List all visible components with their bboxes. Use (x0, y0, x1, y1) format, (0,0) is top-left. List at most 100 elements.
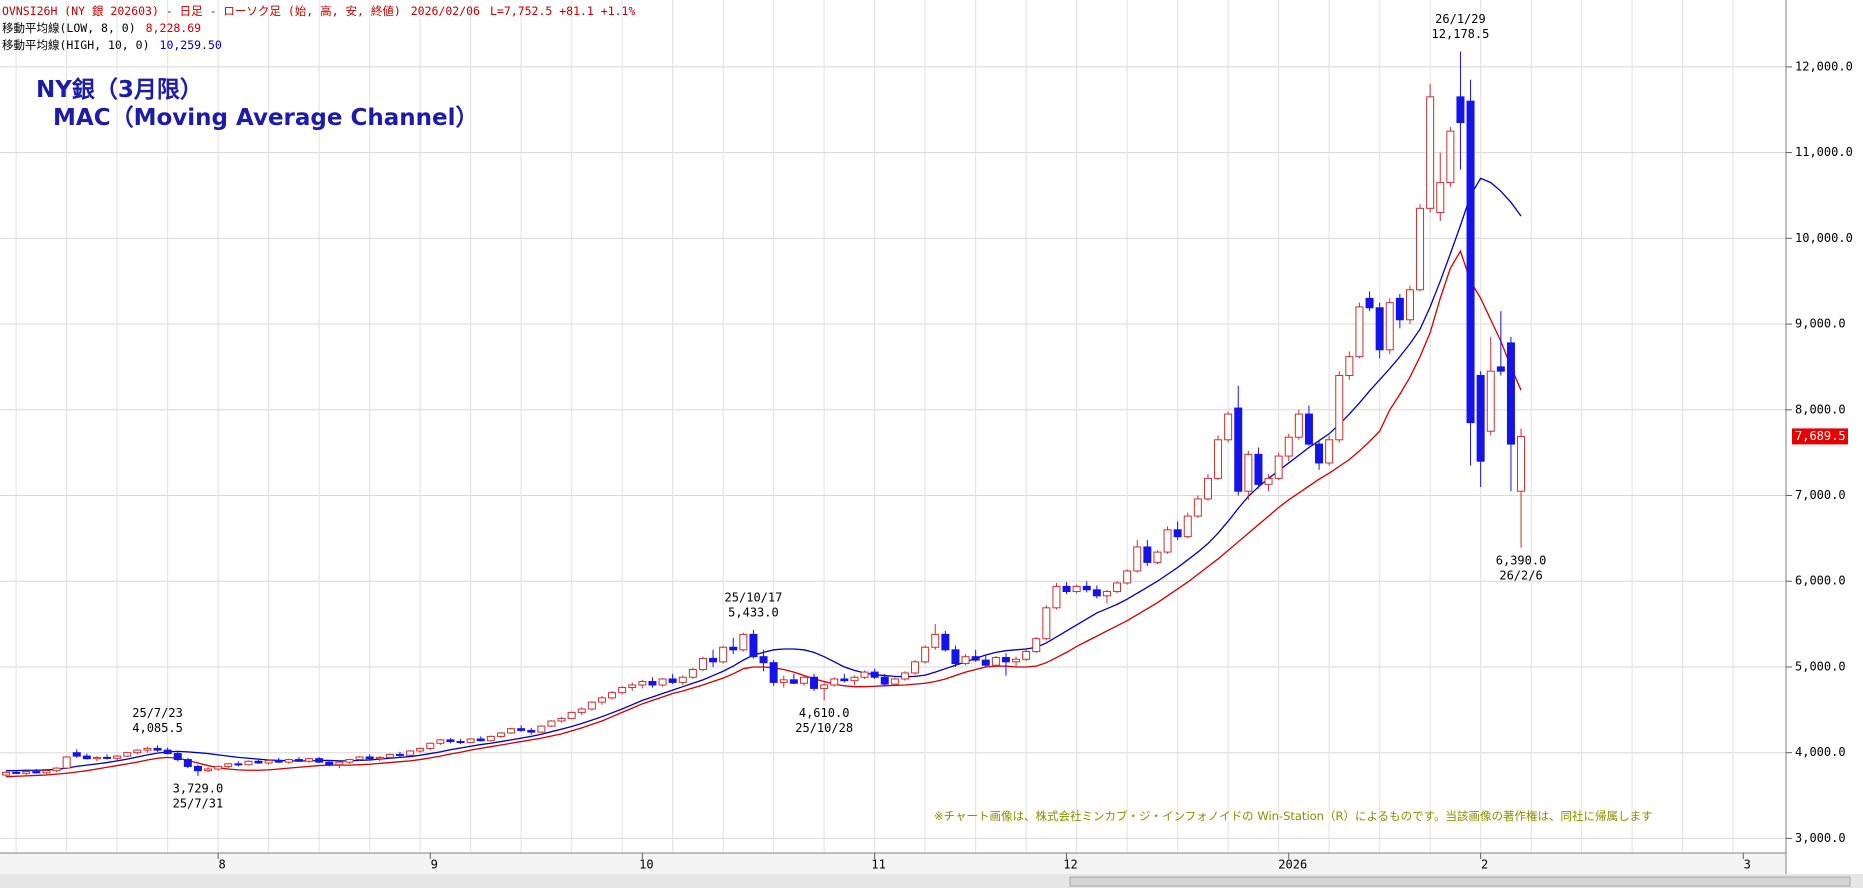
candle-body (466, 738, 475, 743)
annotation-date: 25/7/31 (173, 796, 224, 810)
candle-body (638, 681, 647, 686)
candle-body (1203, 477, 1212, 500)
candle-body (1395, 297, 1404, 321)
candle-body (971, 656, 980, 661)
candle-body (1506, 342, 1515, 445)
annotation-value: 5,433.0 (728, 605, 779, 619)
candle-body (2, 771, 11, 776)
chart-title: NY銀（3月限） (36, 77, 203, 103)
x-tick-label: 2026 (1278, 858, 1307, 872)
candle-body (224, 763, 233, 767)
candle-body (92, 756, 101, 760)
candle-body (1193, 498, 1202, 517)
candle-body (880, 676, 889, 685)
y-tick-label: 3,000.0 (1795, 831, 1846, 845)
legend-value: 8,228.69 (145, 21, 202, 35)
candle-body (1214, 439, 1223, 479)
scrollbar[interactable] (1069, 876, 1851, 887)
candle-body (234, 763, 243, 766)
candle-body (143, 747, 152, 751)
candle-body (1274, 455, 1283, 479)
candle-body (1082, 585, 1091, 591)
candle-body (850, 676, 859, 682)
candle-body (446, 739, 455, 743)
header-last: L=7,752.5 +81.1 +1.1% (490, 4, 636, 18)
last-price-label: 7,689.5 (1795, 429, 1846, 443)
candle-body (82, 755, 91, 760)
legend-entry: 移動平均線(LOW, 8, 0) 8,228.69 (2, 20, 645, 37)
candle-body (72, 752, 81, 757)
candle-body (133, 749, 142, 754)
candle-body (658, 678, 667, 686)
candle-body (608, 692, 617, 699)
legend-name: 移動平均線(LOW, 8, 0) (2, 21, 136, 35)
candle-body (729, 646, 738, 651)
candle-body (921, 646, 930, 663)
copyright-note: ※チャート画像は、株式会社ミンカブ・ジ・インフォノイドの Win-Station… (934, 809, 1653, 823)
candle-body (1254, 453, 1263, 485)
candle-body (648, 681, 657, 686)
candle-body (1416, 207, 1425, 291)
annotation-date: 25/10/17 (725, 590, 783, 604)
candle-body (42, 770, 51, 774)
annotation-date: 26/2/6 (1499, 568, 1542, 582)
candle-body (1294, 413, 1303, 438)
candle-body (860, 671, 869, 678)
candle-body (1426, 96, 1435, 209)
x-axis-band (0, 853, 1786, 874)
candle-body (173, 753, 182, 761)
candle-body (577, 708, 586, 713)
candle-body (12, 771, 21, 774)
candle-body (1092, 589, 1101, 597)
candle-body (1042, 607, 1051, 640)
x-axis: 8 9 10 11 12 2026 2 3 (217, 853, 1751, 872)
annotation-value: 6,390.0 (1496, 553, 1547, 567)
candle-body (537, 725, 546, 733)
candle-body (1517, 435, 1526, 492)
header-date: 2026/02/06 (410, 4, 480, 18)
candle-body (486, 735, 495, 742)
candle-body (870, 671, 879, 678)
candle-body (426, 742, 435, 749)
candle-body (890, 678, 899, 685)
annotation-date: 25/7/23 (132, 706, 183, 720)
candle-body (345, 759, 354, 763)
candle-body (1325, 439, 1334, 464)
x-tick-label: 9 (431, 858, 438, 872)
candle-body (1436, 182, 1445, 214)
annotation-date: 26/1/29 (1435, 12, 1486, 26)
candle-body (1496, 366, 1505, 372)
candle-body (688, 669, 697, 678)
candle-body (375, 756, 384, 760)
candle-body (123, 752, 132, 757)
candle-body (22, 771, 31, 774)
header-code: OVNSI26H (NY 銀 202603) - 日足 - ローソク足 (始, … (2, 4, 401, 18)
candle-body (294, 759, 303, 762)
candle-body (597, 697, 606, 703)
last-price-tag (1792, 428, 1848, 445)
candle-body (183, 759, 192, 767)
annotation-value: 4,085.5 (132, 721, 183, 735)
x-tick-label: 8 (219, 858, 226, 872)
candle-body (527, 729, 536, 733)
x-tick-label: 11 (871, 858, 885, 872)
candle-body (416, 747, 425, 752)
candle-body (739, 633, 748, 651)
candle-body (284, 759, 293, 763)
candle-body (1001, 657, 1010, 663)
candle-body (204, 768, 213, 772)
candle-body (628, 684, 637, 689)
candle-body (1264, 477, 1273, 485)
y-tick-label: 7,000.0 (1795, 488, 1846, 502)
candle-body (274, 759, 283, 763)
candle-body (1123, 570, 1132, 584)
candle-body (678, 676, 687, 683)
x-tick-label: 12 (1063, 858, 1077, 872)
candle-body (799, 676, 808, 684)
legend: OVNSI26H (NY 銀 202603) - 日足 - ローソク足 (始, … (2, 3, 645, 54)
candle-body (1234, 407, 1243, 492)
candle-body (1173, 529, 1182, 538)
annotation-value: 12,178.5 (1432, 27, 1490, 41)
candle-body (244, 760, 253, 766)
